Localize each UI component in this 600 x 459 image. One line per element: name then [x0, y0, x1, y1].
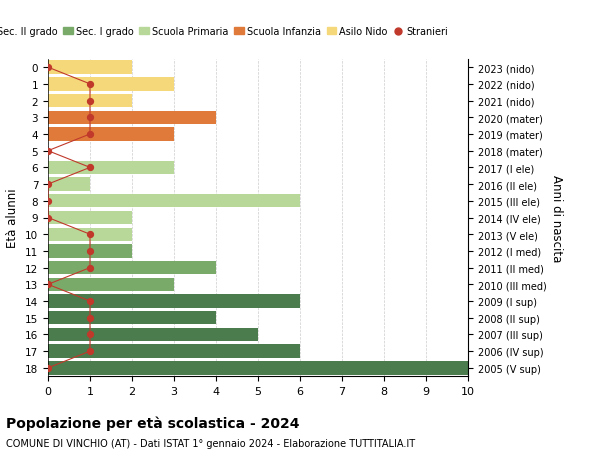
Bar [48, 245, 132, 258]
Text: Popolazione per età scolastica - 2024: Popolazione per età scolastica - 2024 [6, 415, 299, 430]
Point [85, 98, 95, 105]
Point [85, 331, 95, 338]
Bar [48, 78, 174, 91]
Point [85, 231, 95, 238]
Bar [48, 328, 258, 341]
Point [85, 81, 95, 88]
Point [85, 348, 95, 355]
Bar [48, 261, 216, 274]
Bar [48, 361, 468, 375]
Bar [48, 295, 300, 308]
Point [43, 181, 53, 188]
Bar [48, 128, 174, 141]
Bar [48, 178, 90, 191]
Bar [48, 95, 132, 108]
Bar [48, 278, 174, 291]
Point [43, 364, 53, 372]
Point [85, 298, 95, 305]
Bar [48, 311, 216, 325]
Bar [48, 211, 132, 225]
Y-axis label: Anni di nascita: Anni di nascita [550, 174, 563, 262]
Bar [48, 162, 174, 175]
Bar [48, 62, 132, 75]
Point [85, 114, 95, 122]
Y-axis label: Età alunni: Età alunni [7, 188, 19, 248]
Point [85, 314, 95, 322]
Point [85, 248, 95, 255]
Bar [48, 112, 216, 125]
Legend: Sec. II grado, Sec. I grado, Scuola Primaria, Scuola Infanzia, Asilo Nido, Stran: Sec. II grado, Sec. I grado, Scuola Prim… [0, 23, 452, 41]
Point [43, 148, 53, 155]
Bar [48, 228, 132, 241]
Point [85, 264, 95, 272]
Text: COMUNE DI VINCHIO (AT) - Dati ISTAT 1° gennaio 2024 - Elaborazione TUTTITALIA.IT: COMUNE DI VINCHIO (AT) - Dati ISTAT 1° g… [6, 438, 415, 448]
Point [43, 64, 53, 72]
Point [43, 214, 53, 222]
Point [43, 281, 53, 288]
Bar [48, 345, 300, 358]
Point [85, 131, 95, 138]
Bar [48, 195, 300, 208]
Point [85, 164, 95, 172]
Point [43, 198, 53, 205]
